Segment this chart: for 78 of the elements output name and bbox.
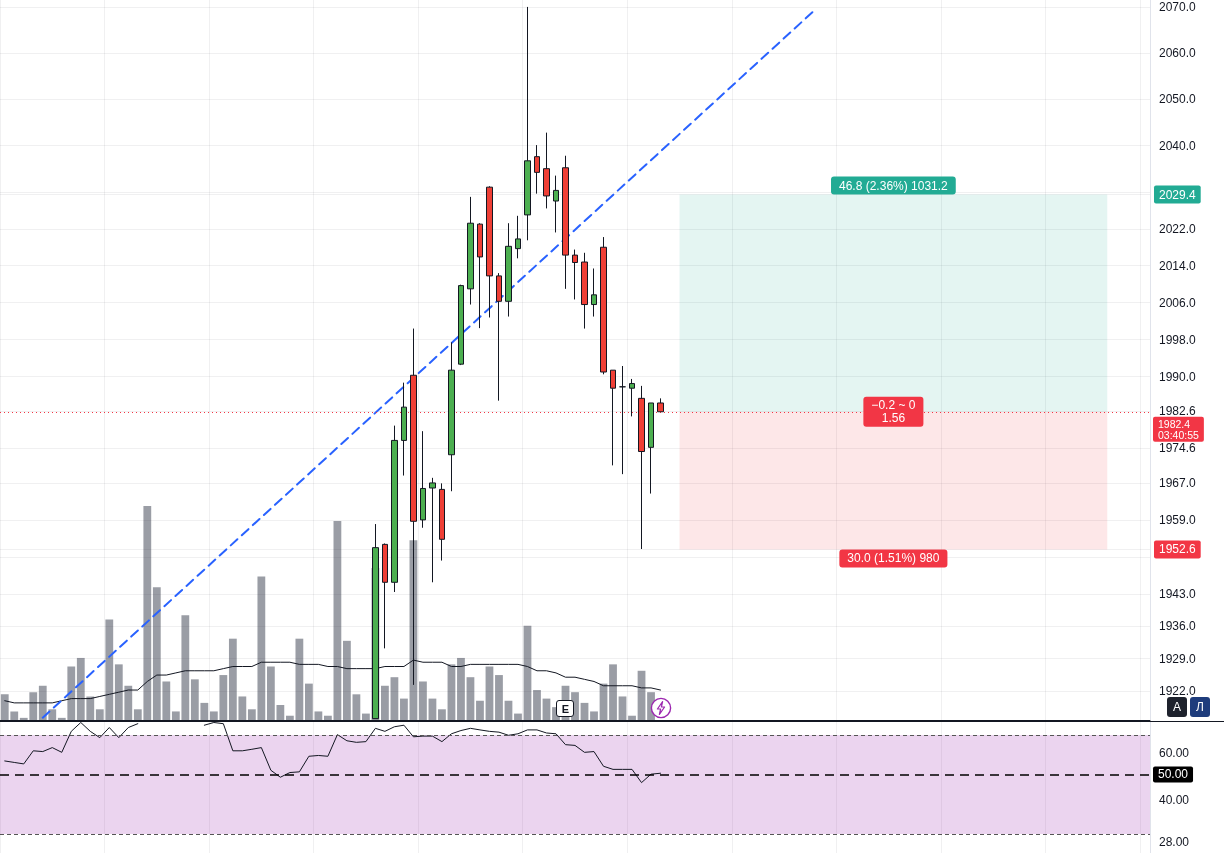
- y-tick-label: 1998.0: [1159, 332, 1197, 347]
- candlestick: [477, 222, 483, 329]
- candlestick: [496, 272, 502, 402]
- bar: [400, 698, 408, 720]
- candlestick: [391, 425, 398, 593]
- candlestick: [562, 155, 569, 290]
- y-tick-label: 2040.0: [1159, 138, 1197, 153]
- bar: [419, 681, 427, 720]
- candlestick: [429, 477, 436, 583]
- y-tick-label: 1943.0: [1159, 586, 1197, 601]
- bar: [362, 713, 370, 720]
- bar: [343, 640, 351, 720]
- y-tick-label: 2060.0: [1159, 46, 1197, 61]
- bar: [390, 677, 399, 720]
- candlestick: [591, 268, 597, 318]
- y-tick-label: 2050.0: [1159, 92, 1197, 107]
- bar: [590, 711, 598, 720]
- candlestick: [458, 284, 464, 366]
- y-tick-label: 1936.0: [1159, 619, 1197, 634]
- y-tick-label: 2029.4: [1159, 187, 1197, 202]
- y-tick-label: 1959.0: [1159, 512, 1197, 527]
- y-tick-label: 2070.0: [1159, 0, 1197, 14]
- bar: [381, 685, 389, 720]
- candlestick: [648, 402, 654, 495]
- y-tick-label: 60.00: [1159, 746, 1190, 761]
- letter-button: A: [1167, 697, 1187, 717]
- candlestick: [572, 249, 578, 300]
- candlestick: [382, 542, 388, 649]
- bar: [476, 700, 484, 720]
- bar: [618, 696, 627, 720]
- candlestick: [467, 196, 474, 306]
- candlestick: [524, 6, 531, 241]
- y-tick-label: 40.00: [1159, 793, 1190, 808]
- y-tick-label: 1952.6: [1159, 542, 1197, 557]
- candlestick: [638, 385, 645, 550]
- y-tick-label: 1922.0: [1159, 683, 1197, 698]
- bar: [533, 690, 541, 720]
- bar: [495, 675, 503, 720]
- y-tick-label: 1974.6: [1159, 440, 1197, 455]
- candlestick: [534, 144, 540, 195]
- candlestick: [448, 341, 455, 492]
- ref-line-label: 50.00: [1158, 767, 1189, 782]
- y-tick-label: 2014.0: [1159, 258, 1197, 273]
- y-tick-label: 1990.0: [1159, 369, 1197, 384]
- candlestick: [401, 382, 407, 477]
- bar: [514, 713, 522, 720]
- candlestick: [600, 236, 607, 375]
- band-label: 46.8 (2.36%) 1031.2: [839, 178, 949, 193]
- candlestick: [629, 378, 635, 417]
- bar: [324, 715, 332, 720]
- candlestick: [505, 222, 512, 318]
- y-tick-label: 1982.6: [1159, 403, 1197, 418]
- bar: [438, 709, 446, 720]
- y-tick-label: 2006.0: [1159, 295, 1197, 310]
- candlestick: [543, 132, 550, 209]
- candlestick: [439, 482, 445, 562]
- letter-button: Л: [1190, 697, 1210, 717]
- candlestick: [657, 397, 664, 413]
- candlestick: [515, 215, 521, 259]
- letter-badge: E: [556, 700, 575, 717]
- y-tick-label: 1967.0: [1159, 475, 1197, 490]
- bar: [457, 657, 465, 720]
- candlestick: [610, 369, 616, 466]
- candlestick: [420, 430, 426, 529]
- candlestick: [553, 175, 559, 233]
- ref-line-label: 1982.4 03:40:55: [1158, 417, 1200, 442]
- y-tick-label: 1929.0: [1159, 651, 1197, 666]
- bar: [628, 715, 636, 720]
- candlestick: [619, 365, 626, 475]
- annotation: −0.2 ~ 0 1.56: [871, 398, 916, 426]
- candlestick: [486, 185, 493, 318]
- candlestick: [581, 252, 588, 330]
- bar: [352, 694, 361, 720]
- bar: [609, 664, 617, 720]
- band-label: 30.0 (1.51%) 980: [847, 551, 940, 566]
- bar: [466, 677, 475, 720]
- y-tick-label: 28.00: [1159, 835, 1190, 850]
- y-tick-label: 2022.0: [1159, 221, 1197, 236]
